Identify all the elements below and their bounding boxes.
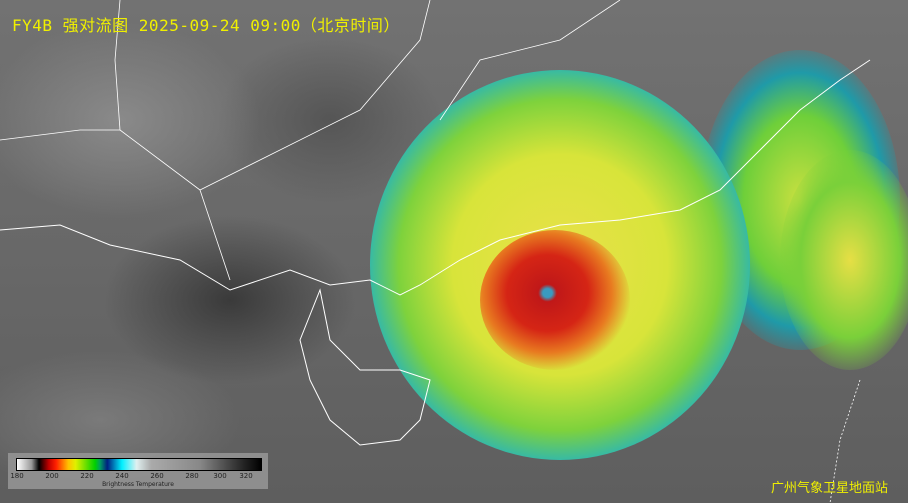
legend-tick: 180: [10, 472, 24, 480]
cloud-band-core: [780, 150, 908, 370]
legend-tick: 260: [150, 472, 164, 480]
map-title: FY4B 强对流图 2025-09-24 09:00（北京时间）: [12, 16, 400, 35]
legend-tick: 320: [239, 472, 253, 480]
legend-tick: 240: [115, 472, 129, 480]
legend-title: Brightness Temperature: [102, 481, 174, 488]
legend-tick: 300: [213, 472, 227, 480]
typhoon-eye: [480, 230, 630, 370]
station-credit: 广州气象卫星地面站: [770, 481, 888, 496]
colorbar: [16, 458, 262, 471]
legend-tick: 220: [80, 472, 94, 480]
legend-tick: 200: [45, 472, 59, 480]
legend-tick: 280: [185, 472, 199, 480]
color-legend: 180 200 220 240 260 280 300 320 Brightne…: [8, 453, 268, 489]
